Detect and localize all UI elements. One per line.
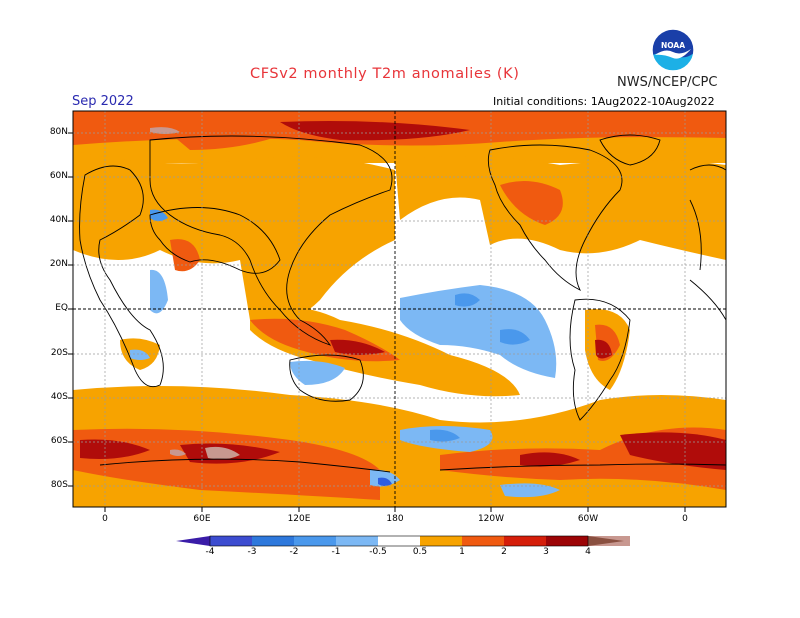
colorbar-swatch [588,536,624,546]
colorbar [176,535,630,547]
colorbar-swatch [252,536,294,546]
lat-label: 80S [50,480,68,490]
lon-label: 60W [577,514,599,524]
colorbar-swatch [378,536,420,546]
lon-label: 120W [477,514,505,524]
agency-label: NWS/NCEP/CPC [617,75,718,90]
lat-label: EQ [55,303,68,313]
lat-label: 60S [50,436,68,446]
colorbar-label: 3 [543,547,549,557]
colorbar-swatch [210,536,252,546]
colorbar-label: 1 [459,547,465,557]
lat-label: 40S [50,392,68,402]
colorbar-swatch [546,536,588,546]
colorbar-swatch [462,536,504,546]
colorbar-swatch [176,536,210,546]
lon-label: 180 [386,514,404,524]
colorbar-label: -4 [205,547,215,557]
lon-label: 60E [193,514,211,524]
lat-label: 60N [49,171,68,181]
colorbar-label: -3 [247,547,257,557]
lon-label: 0 [682,514,688,524]
anomaly-field [73,111,726,507]
initial-conditions: Initial conditions: 1Aug2022-10Aug2022 [493,95,715,108]
lon-label: 0 [102,514,108,524]
colorbar-label: -1 [331,547,341,557]
colorbar-label: 0.5 [412,547,428,557]
logo-text: NOAA [661,41,685,50]
lat-label: 20N [49,259,68,269]
colorbar-swatch [420,536,462,546]
lon-label: 120E [287,514,311,524]
lat-label: 20S [50,348,68,358]
colorbar-swatch [294,536,336,546]
lat-label: 80N [49,127,68,137]
colorbar-label: -2 [289,547,299,557]
colorbar-label: -0.5 [369,547,387,557]
lat-label: 40N [49,215,68,225]
colorbar-swatch [336,536,378,546]
forecast-month: Sep 2022 [72,94,134,109]
map-title: CFSv2 monthly T2m anomalies (K) [250,66,520,82]
colorbar-label: 4 [585,547,591,557]
colorbar-swatch [504,536,546,546]
noaa-logo-icon: NOAA [651,28,695,72]
colorbar-label: 2 [501,547,507,557]
